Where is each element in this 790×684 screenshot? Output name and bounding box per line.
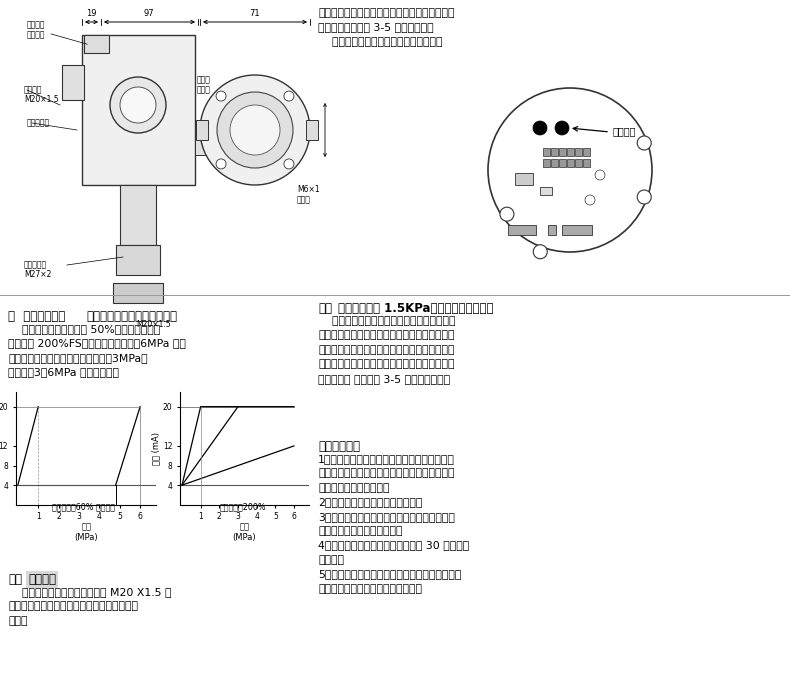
Bar — [567, 159, 574, 167]
Bar — [540, 187, 552, 195]
Bar — [551, 148, 558, 156]
Text: 零点可正移60% 笼定量程: 零点可正移60% 笼定量程 — [52, 503, 115, 512]
Circle shape — [230, 105, 280, 155]
Bar — [583, 148, 590, 156]
Bar — [120, 185, 156, 245]
Bar — [196, 120, 208, 140]
Text: 端盖表壳
标准版盖: 端盖表壳 标准版盖 — [27, 20, 88, 44]
Text: 六、: 六、 — [8, 573, 22, 586]
Circle shape — [217, 92, 293, 168]
Bar — [508, 225, 536, 235]
Text: 变送器
电路舱: 变送器 电路舱 — [197, 75, 211, 94]
Circle shape — [488, 88, 652, 252]
Bar — [543, 159, 550, 167]
Bar — [62, 65, 84, 100]
Circle shape — [500, 207, 514, 221]
Text: 八、: 八、 — [318, 302, 332, 315]
Bar — [559, 148, 566, 156]
Bar — [559, 159, 566, 167]
Circle shape — [284, 91, 294, 101]
Text: M6×1
安装孔: M6×1 安装孔 — [297, 185, 320, 205]
Circle shape — [216, 91, 226, 101]
Bar — [583, 159, 590, 167]
Bar — [116, 245, 160, 275]
Text: 接线端子例: 接线端子例 — [27, 118, 50, 127]
Circle shape — [638, 136, 651, 150]
Circle shape — [638, 190, 651, 204]
Circle shape — [585, 195, 595, 205]
Text: 97: 97 — [144, 9, 154, 18]
Text: 一閔清零: 一閔清零 — [613, 126, 637, 136]
Text: 引线接头
M20×1.5: 引线接头 M20×1.5 — [24, 85, 58, 105]
Bar — [195, 130, 215, 155]
Text: 压力变送器的压力接口默认为 M20 X1.5 的
不锈钐螺纹（安装请参见图，也可定制特殊螺
纹）。: 压力变送器的压力接口默认为 M20 X1.5 的 不锈钐螺纹（安装请参见图，也可… — [8, 587, 171, 626]
Circle shape — [595, 170, 605, 180]
Text: 压力变送器若为微压型，现场的安装位置可
能会对变送器的零点输出产生影响，可在变送器
安装结束后，确认管道中无任何压力的情况下，
通过一閔清零按鈕对零点输出进行调: 压力变送器若为微压型，现场的安装位置可 能会对变送器的零点输出产生影响，可在变送… — [318, 316, 456, 384]
Text: 九、注意事项: 九、注意事项 — [318, 440, 360, 453]
Circle shape — [120, 87, 156, 123]
Text: 安装人员，安装好变送器后发现零位不准确，可
按下一閔清零按键 3-5 秒松开即可）
    注：若非必要，无需动一閔清零按鈕！: 安装人员，安装好变送器后发现零位不准确，可 按下一閔清零按键 3-5 秒松开即可… — [318, 8, 454, 47]
X-axis label: 量程
(MPa): 量程 (MPa) — [233, 523, 256, 542]
Text: 1）产品出厂均带有产品合格证及说明书，其中
有产品编号、技术参数、接线路、出场日期等，
请认真查对，以免用错。
2）接线应严格按照使用说明进行。
3）本产品系精: 1）产品出厂均带有产品合格证及说明书，其中 有产品编号、技术参数、接线路、出场日… — [318, 454, 469, 594]
Text: M20×1.5: M20×1.5 — [136, 320, 171, 329]
Circle shape — [216, 159, 226, 169]
Bar — [551, 159, 558, 167]
Circle shape — [533, 121, 547, 135]
Circle shape — [533, 245, 547, 259]
Text: 微压力（小于 1.5KPa）变送器的安装说明: 微压力（小于 1.5KPa）变送器的安装说明 — [338, 302, 494, 315]
Text: 五  零点量程迁移: 五 零点量程迁移 — [8, 310, 66, 323]
Text: 19: 19 — [86, 9, 96, 18]
Bar — [515, 173, 533, 185]
Bar — [548, 225, 556, 235]
Circle shape — [284, 159, 294, 169]
Bar — [82, 35, 195, 185]
Bar — [567, 148, 574, 156]
Text: （需此功能，定货时请说明）: （需此功能，定货时请说明） — [86, 310, 177, 323]
Bar — [575, 148, 582, 156]
Circle shape — [555, 121, 569, 135]
Bar — [562, 225, 592, 235]
Text: 传感器接口
M27×2: 传感器接口 M27×2 — [24, 260, 51, 279]
Bar — [306, 120, 318, 140]
Bar — [113, 283, 163, 303]
Circle shape — [200, 75, 310, 185]
X-axis label: 量程
(MPa): 量程 (MPa) — [74, 523, 98, 542]
Bar — [84, 35, 109, 53]
Text: 量程可调节200%: 量程可调节200% — [219, 503, 266, 512]
Y-axis label: 输出 (mA): 输出 (mA) — [151, 432, 160, 465]
Text: 零点迁移为最大量程的 50%；量程调节为极
限量程的 200%FS。例如：极限量程为6MPa 的扩
散硅型压力变送器，其零点可迁移到3MPa，
量程可在3～6M: 零点迁移为最大量程的 50%；量程调节为极 限量程的 200%FS。例如：极限量… — [8, 324, 186, 377]
Bar — [575, 159, 582, 167]
Text: 安装方式: 安装方式 — [28, 573, 56, 586]
Bar — [543, 148, 550, 156]
Circle shape — [110, 77, 166, 133]
Text: 71: 71 — [250, 9, 261, 18]
